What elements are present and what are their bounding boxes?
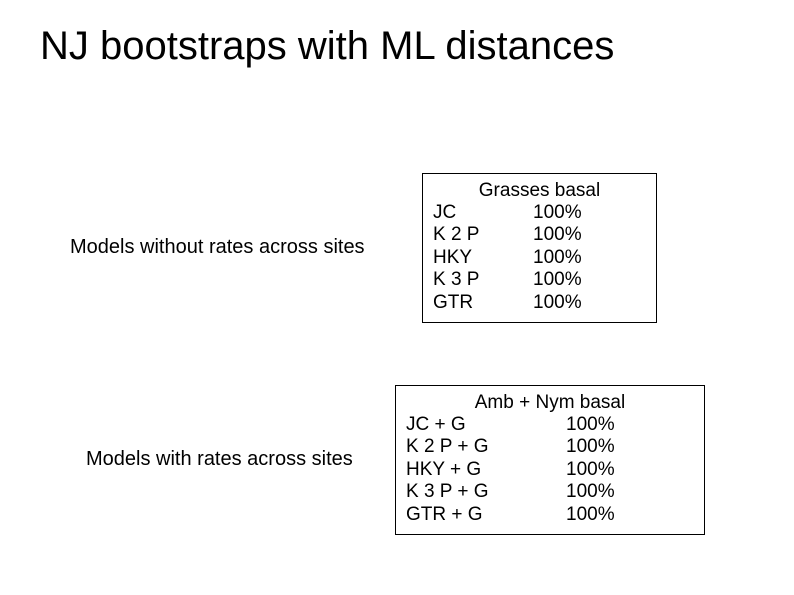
table-row: JC + G 100% bbox=[406, 414, 694, 436]
model-cell: K 3 P bbox=[433, 269, 533, 291]
slide-title: NJ bootstraps with ML distances bbox=[40, 24, 754, 69]
table-row: K 2 P 100% bbox=[433, 224, 646, 246]
model-cell: K 2 P bbox=[433, 224, 533, 246]
section1-label: Models without rates across sites bbox=[70, 236, 365, 259]
slide: NJ bootstraps with ML distances Models w… bbox=[0, 0, 794, 595]
model-cell: GTR bbox=[433, 292, 533, 314]
value-cell: 100% bbox=[566, 436, 694, 458]
value-cell: 100% bbox=[566, 481, 694, 503]
section2-label: Models with rates across sites bbox=[86, 448, 353, 471]
section2-box: Amb + Nym basal JC + G 100% K 2 P + G 10… bbox=[395, 385, 705, 535]
section2-header: Amb + Nym basal bbox=[406, 392, 694, 414]
model-cell: JC + G bbox=[406, 414, 566, 436]
model-cell: HKY + G bbox=[406, 459, 566, 481]
table-row: K 3 P 100% bbox=[433, 269, 646, 291]
model-cell: HKY bbox=[433, 247, 533, 269]
value-cell: 100% bbox=[566, 504, 694, 526]
table-row: K 3 P + G 100% bbox=[406, 481, 694, 503]
table-row: GTR + G 100% bbox=[406, 504, 694, 526]
value-cell: 100% bbox=[566, 459, 694, 481]
section1-box: Grasses basal JC 100% K 2 P 100% HKY 100… bbox=[422, 173, 657, 323]
value-cell: 100% bbox=[533, 269, 646, 291]
value-cell: 100% bbox=[566, 414, 694, 436]
table-row: HKY + G 100% bbox=[406, 459, 694, 481]
model-cell: GTR + G bbox=[406, 504, 566, 526]
section1-header: Grasses basal bbox=[433, 180, 646, 202]
table-row: JC 100% bbox=[433, 202, 646, 224]
value-cell: 100% bbox=[533, 247, 646, 269]
model-cell: K 3 P + G bbox=[406, 481, 566, 503]
value-cell: 100% bbox=[533, 202, 646, 224]
model-cell: K 2 P + G bbox=[406, 436, 566, 458]
value-cell: 100% bbox=[533, 292, 646, 314]
value-cell: 100% bbox=[533, 224, 646, 246]
model-cell: JC bbox=[433, 202, 533, 224]
table-row: GTR 100% bbox=[433, 292, 646, 314]
table-row: K 2 P + G 100% bbox=[406, 436, 694, 458]
table-row: HKY 100% bbox=[433, 247, 646, 269]
